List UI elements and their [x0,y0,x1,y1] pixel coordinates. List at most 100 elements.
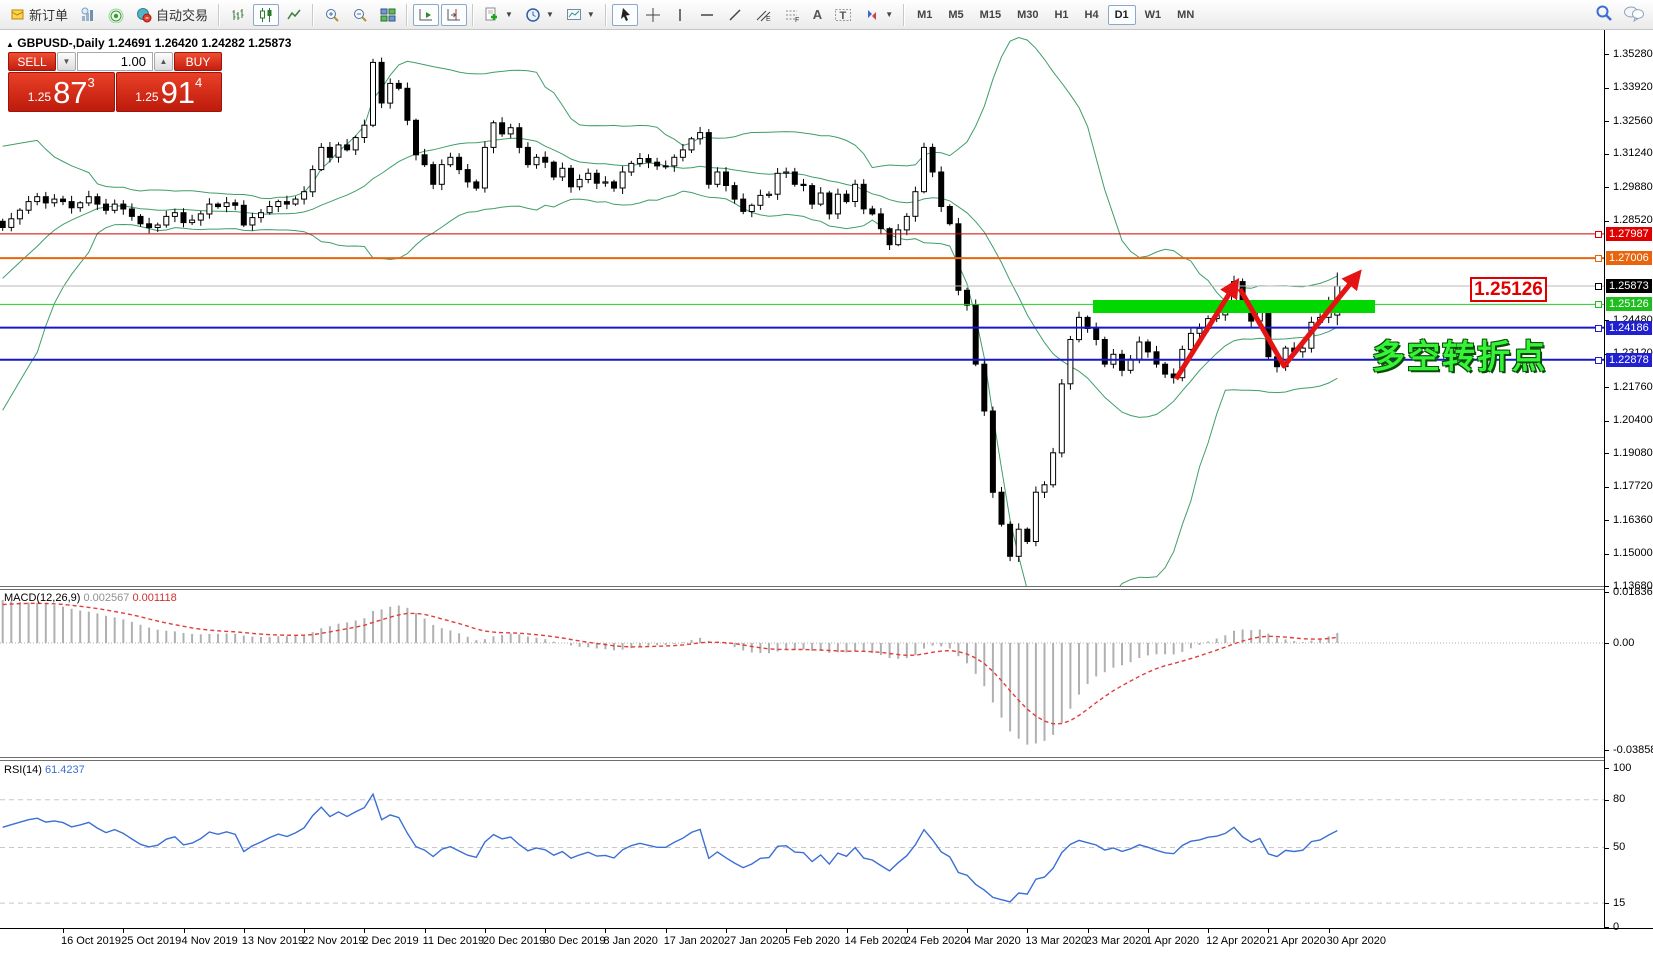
buy-button[interactable]: BUY [174,52,222,71]
signals-button[interactable] [103,4,129,26]
text-tool-button[interactable]: A [808,4,827,26]
buy-price-sup: 4 [195,75,203,90]
axis-tick-mark [1605,847,1609,849]
zoom-out-button[interactable] [347,4,373,26]
tf-mn[interactable]: MN [1177,8,1195,21]
add-indicator-button[interactable]: ▼ [479,4,518,26]
periods-button[interactable]: ▼ [520,4,559,26]
text-label-tool-button[interactable]: T [829,4,857,26]
collapse-arrow-icon[interactable]: ▲ [6,40,14,49]
chart-title: ▲ GBPUSD-,Daily 1.24691 1.26420 1.24282 … [6,36,291,50]
macd-signal-value: 0.001118 [132,592,177,604]
price-flag-label[interactable]: 1.25126 [1470,277,1547,302]
templates-button[interactable]: ▼ [561,4,600,26]
rsi-axis-tick: 50 [1613,841,1626,853]
line-anchor-marker[interactable] [1595,356,1602,364]
date-label: 30 Dec 2019 [543,935,606,947]
publish-chart-button[interactable] [75,4,101,26]
vertical-line-tool-button[interactable] [668,4,692,26]
tf-m1[interactable]: M1 [917,8,933,21]
axis-tick-mark [1605,453,1609,455]
axis-tick-mark [1605,643,1609,644]
fibonacci-tool-button[interactable]: F [779,4,806,26]
date-label: 12 Apr 2020 [1206,935,1266,947]
tf-h1[interactable]: H1 [1054,8,1069,21]
panel-separator[interactable] [0,757,1604,758]
chat-icon[interactable] [1623,5,1645,22]
trendline-tool-button[interactable] [722,4,748,26]
line-chart-mode-button[interactable] [281,4,307,26]
axis-tick-mark [1605,586,1609,588]
search-icon[interactable] [1595,4,1613,22]
date-tick-mark [123,929,125,933]
channel-tool-button[interactable]: E [750,4,777,26]
dropdown-caret: ▼ [586,10,595,19]
horizontal-line-tool-button[interactable] [694,4,720,26]
new-order-button[interactable]: 新订单 [5,4,73,26]
candlestick-mode-button[interactable] [253,3,280,26]
ohlc-values: 1.24691 1.26420 1.24282 1.25873 [107,36,292,50]
panel-separator[interactable] [0,586,1604,587]
price-chart[interactable] [0,30,1604,586]
arrows-tool-button[interactable]: ▼ [859,4,898,26]
volume-decrease-button[interactable]: ▼ [57,52,76,71]
chart-shift-button[interactable] [441,3,468,26]
axis-tick-mark [1605,903,1609,905]
auto-scroll-icon [419,8,433,20]
line-anchor-marker[interactable] [1595,324,1602,332]
tf-h4[interactable]: H4 [1084,8,1099,21]
rsi-axis-tick: 80 [1613,793,1626,806]
date-tick-mark [63,929,64,933]
date-axis[interactable]: 16 Oct 2019 25 Oct 2019 4 Nov 2019 13 Nov 2… [0,929,1604,956]
annotation-text[interactable]: 多空转折点 [1372,338,1547,375]
axis-tick-mark [1605,387,1609,389]
line-anchor-marker[interactable] [1595,255,1602,263]
rsi-panel[interactable] [0,762,1604,928]
bar-chart-mode-button[interactable] [225,4,251,26]
auto-scroll-button[interactable] [413,3,440,26]
date-label: 4 Nov 2019 [181,935,238,947]
line-anchor-marker[interactable] [1595,301,1602,309]
axis-tick-mark [1605,768,1609,769]
tf-m5[interactable]: M5 [948,8,964,21]
volume-increase-button[interactable]: ▲ [154,52,173,71]
volume-input[interactable] [77,52,153,71]
toolbar-separator [472,3,475,26]
crosshair-icon [645,7,660,22]
cursor-tool-button[interactable] [611,3,638,26]
tile-windows-button[interactable] [375,4,401,26]
tf-w1[interactable]: W1 [1144,8,1162,21]
sell-price-display[interactable]: 1.25 87 3 [8,72,115,112]
axis-tick-mark [1605,799,1609,801]
autotrading-button[interactable]: 自动交易 [131,4,213,26]
axis-tick-mark [1605,220,1609,222]
axis-tick-mark [1605,54,1609,56]
line-anchor-marker[interactable] [1595,283,1602,290]
crosshair-tool-button[interactable] [640,4,666,26]
sell-button[interactable]: SELL [8,52,56,71]
macd-panel[interactable] [0,590,1604,757]
line-anchor-marker[interactable] [1595,230,1602,238]
price-axis-tick: 1.28520 [1613,214,1653,227]
axis-tick-mark [1605,153,1609,155]
toolbar-separator [218,3,221,26]
date-label: 1 Apr 2020 [1145,935,1200,947]
tf-m15[interactable]: M15 [979,8,1002,21]
rsi-label: RSI(14) 61.4237 [4,764,85,776]
chart-shift-icon [447,8,461,20]
zoom-in-button[interactable] [319,4,345,26]
price-axis[interactable]: 1.35280 1.33920 1.32560 1.31240 1.29880 1.285… [1595,30,1653,933]
trendline-icon [729,8,741,21]
new-order-label: 新订单 [29,8,69,23]
date-label: 23 Mar 2020 [1085,935,1148,947]
vertical-line-icon [679,8,681,21]
tf-d1[interactable]: D1 [1107,4,1136,25]
candlestick-icon [260,7,272,22]
buy-price-display[interactable]: 1.25 91 4 [115,72,222,112]
autotrading-label: 自动交易 [156,8,209,23]
tf-m30[interactable]: M30 [1017,8,1039,21]
axis-tick-mark [1605,553,1609,555]
date-tick-mark [1328,929,1330,933]
